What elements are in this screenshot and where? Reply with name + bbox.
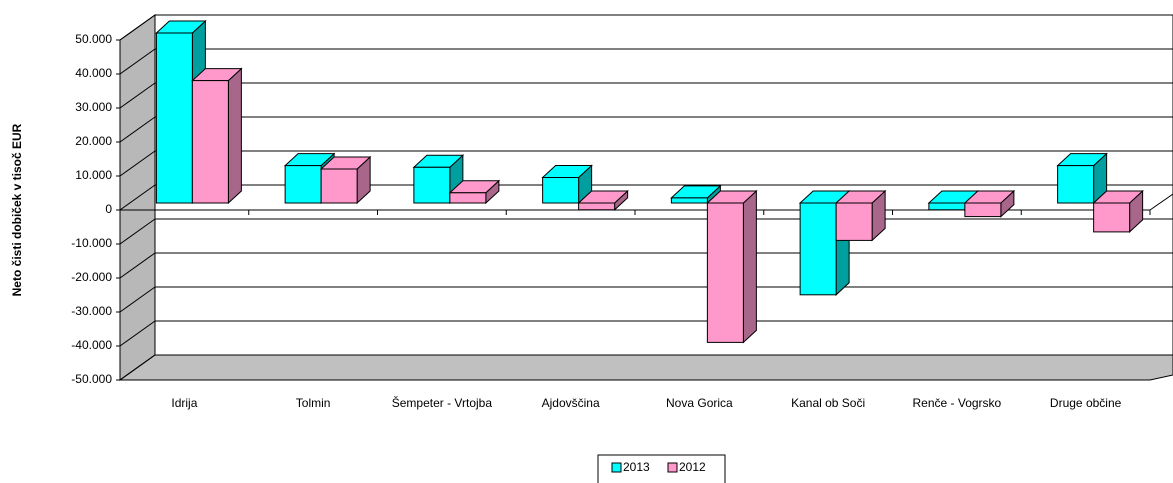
bar bbox=[320, 168, 358, 204]
grid-line-side bbox=[119, 150, 156, 177]
grid-line-side bbox=[119, 354, 156, 381]
grid-line-side bbox=[119, 116, 156, 143]
x-tick-label: Idrija bbox=[171, 396, 198, 410]
bar bbox=[578, 202, 616, 211]
bar bbox=[155, 32, 193, 204]
x-tick-label: Kanal ob Soči bbox=[791, 396, 866, 410]
bar bbox=[1093, 202, 1131, 233]
y-tick-label: 30.000 bbox=[75, 100, 112, 114]
bar bbox=[542, 177, 580, 204]
floor bbox=[118, 354, 1173, 381]
grid-line-side bbox=[119, 286, 156, 313]
grid-line-side bbox=[119, 320, 156, 347]
y-tick-label: 40.000 bbox=[75, 66, 112, 80]
zero-line-back bbox=[1149, 193, 1173, 211]
y-tick-label: 20.000 bbox=[75, 134, 112, 148]
x-tick-label: Šempeter - Vrtojba bbox=[391, 396, 492, 410]
y-tick-label: 0 bbox=[105, 202, 112, 216]
bar bbox=[449, 192, 487, 204]
grid-line-side bbox=[119, 48, 156, 75]
bar bbox=[799, 202, 837, 296]
bar bbox=[413, 166, 451, 204]
bar bbox=[670, 197, 708, 204]
bar bbox=[706, 202, 744, 343]
y-tick-label: -20.000 bbox=[71, 270, 112, 284]
bar bbox=[284, 165, 322, 204]
bar bbox=[191, 80, 229, 204]
grid-line-side bbox=[119, 218, 156, 245]
grid-line-side bbox=[119, 252, 156, 279]
grid-line-side bbox=[119, 14, 156, 41]
bar bbox=[1057, 165, 1095, 204]
y-axis-label: Neto čisti dobiček v tisoč EUR bbox=[10, 123, 24, 296]
bar bbox=[928, 202, 966, 211]
x-tick-label: Ajdovščina bbox=[541, 396, 600, 410]
x-tick-label: Druge občine bbox=[1049, 396, 1122, 410]
bar-side bbox=[227, 67, 242, 205]
grid-line-side bbox=[119, 82, 156, 109]
bar bbox=[835, 202, 873, 241]
y-tick-label: 10.000 bbox=[75, 168, 112, 182]
y-tick-label: -50.000 bbox=[71, 372, 112, 386]
bar bbox=[964, 202, 1002, 218]
x-tick-label: Tolmin bbox=[295, 396, 331, 410]
y-tick-label: -40.000 bbox=[71, 338, 112, 352]
y-tick-label: 50.000 bbox=[75, 32, 112, 46]
y-tick-label: -30.000 bbox=[71, 304, 112, 318]
x-tick-label: Renče - Vogrsko bbox=[912, 396, 1002, 410]
legend-swatch bbox=[667, 462, 678, 473]
legend-label: 2012 bbox=[679, 460, 706, 474]
legend-swatch bbox=[611, 462, 622, 473]
x-tick-label: Nova Gorica bbox=[666, 396, 733, 410]
bar-side bbox=[742, 189, 757, 344]
y-tick-label: -10.000 bbox=[71, 236, 112, 250]
grid-line-side bbox=[119, 184, 156, 211]
legend-label: 2013 bbox=[623, 460, 650, 474]
